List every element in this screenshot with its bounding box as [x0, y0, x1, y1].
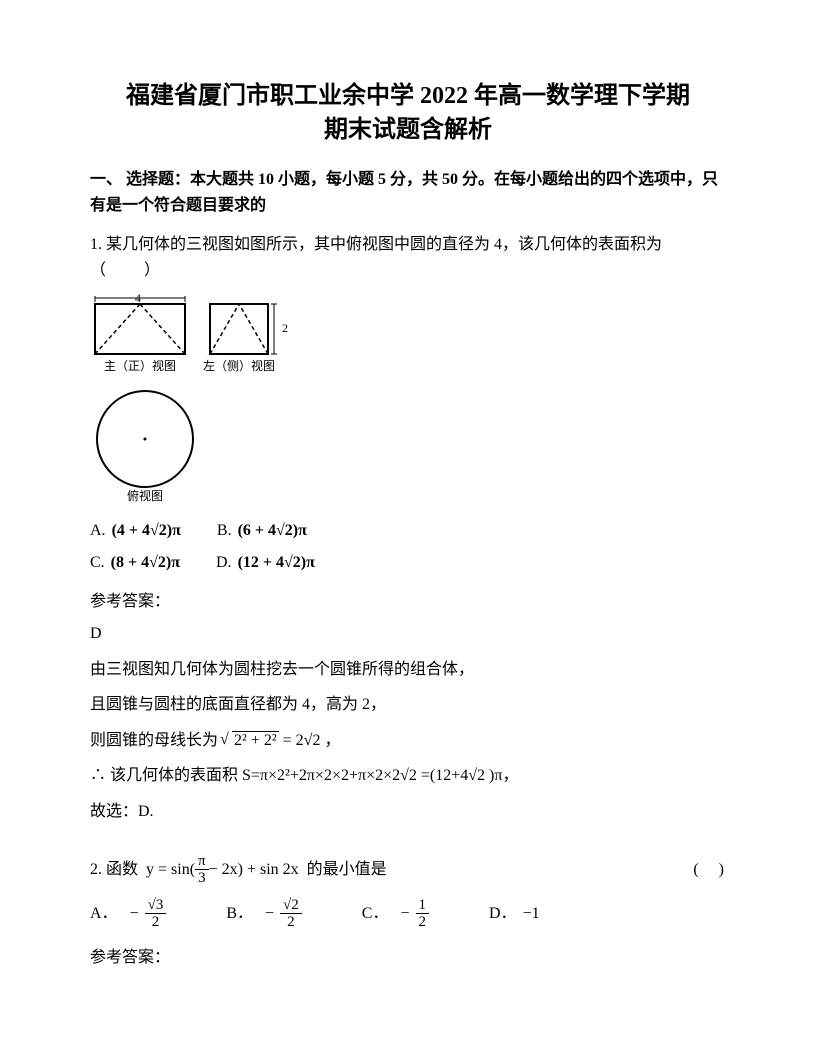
- section-1-heading: 一、 选择题：本大题共 10 小题，每小题 5 分，共 50 分。在每小题给出的…: [90, 167, 726, 218]
- q1-option-b: B.(6 + 4√2)π: [217, 518, 307, 544]
- q1-explain-3-post: ，: [324, 732, 340, 749]
- front-view-label: 主（正）视图: [104, 358, 176, 373]
- q2-answer-heading: 参考答案：: [90, 945, 726, 971]
- page-title: 福建省厦门市职工业余中学 2022 年高一数学理下学期 期末试题含解析: [90, 80, 726, 147]
- q2-option-b: B． −√22: [226, 897, 301, 931]
- front-width-label: 4: [135, 294, 141, 305]
- q1-three-view-diagram: 4 主（正）视图 2 左（侧）视图 俯视图: [90, 294, 726, 513]
- q1-explain-5: 故选：D.: [90, 799, 726, 825]
- q2-stem-mid: 的最小值是: [307, 857, 387, 883]
- side-view-label: 左（侧）视图: [203, 358, 275, 373]
- title-line-1: 福建省厦门市职工业余中学 2022 年高一数学理下学期: [126, 83, 690, 109]
- q2-option-a: A． −√32: [90, 897, 166, 931]
- q1-explain-3-eq: = 2√2: [283, 732, 321, 749]
- q1-option-c: C.(8 + 4√2)π: [90, 550, 180, 576]
- q2-blank: ( ): [693, 857, 726, 883]
- q1-answer-heading: 参考答案：: [90, 589, 726, 615]
- q1-option-a: A.(4 + 4√2)π: [90, 518, 181, 544]
- q1-explain-4: ∴ 该几何体的表面积 S=π×2²+2π×2×2+π×2×2√2 =(12+4√…: [90, 763, 726, 789]
- side-height-label: 2: [282, 321, 288, 335]
- q1-options-row-2: C.(8 + 4√2)π D.(12 + 4√2)π: [90, 550, 726, 576]
- q1-blank: （ ）: [90, 262, 162, 279]
- q2-options: A． −√32 B． −√22 C． −12 D．−1: [90, 897, 726, 931]
- question-1: 1. 某几何体的三视图如图所示，其中俯视图中圆的直径为 4，该几何体的表面积为 …: [90, 232, 726, 283]
- title-line-2: 期末试题含解析: [324, 117, 492, 143]
- q1-explain-2: 且圆锥与圆柱的底面直径都为 4，高为 2，: [90, 692, 726, 718]
- three-view-svg: 4 主（正）视图 2 左（侧）视图 俯视图: [90, 294, 300, 504]
- q1-explain-3-pre: 则圆锥的母线长为: [90, 732, 218, 749]
- q2-option-c: C． −12: [362, 897, 429, 931]
- question-2: 2. 函数 y = sin( π3 − 2x) + sin 2x 的最小值是 (…: [90, 853, 726, 887]
- q1-explain-1: 由三视图知几何体为圆柱挖去一个圆锥所得的组合体，: [90, 657, 726, 683]
- q1-options-row-1: A.(4 + 4√2)π B.(6 + 4√2)π: [90, 518, 726, 544]
- q2-option-d: D．−1: [489, 901, 540, 927]
- q1-stem: 1. 某几何体的三视图如图所示，其中俯视图中圆的直径为 4，该几何体的表面积为: [90, 236, 662, 253]
- q2-stem-pre: 2. 函数: [90, 857, 138, 883]
- q1-explain-3: 则圆锥的母线长为 2² + 2² = 2√2 ，: [90, 728, 726, 754]
- q2-func-expr: y = sin( π3 − 2x) + sin 2x: [146, 853, 299, 887]
- sqrt-expr: 2² + 2²: [222, 728, 279, 754]
- q1-answer: D: [90, 621, 726, 647]
- q1-option-d: D.(12 + 4√2)π: [216, 550, 315, 576]
- top-view-label: 俯视图: [127, 488, 163, 503]
